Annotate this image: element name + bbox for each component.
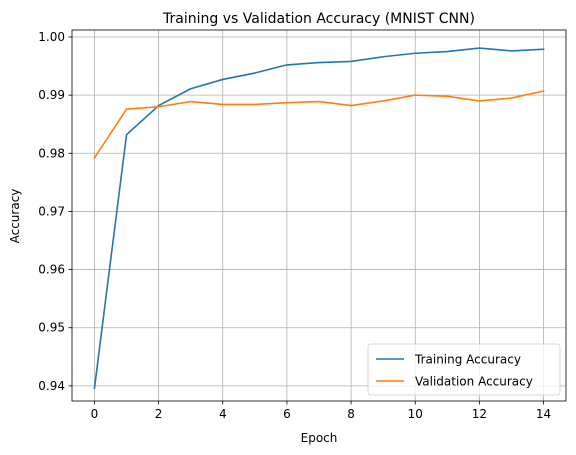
y-tick-label: 0.99 bbox=[38, 88, 65, 102]
y-tick-label: 0.94 bbox=[38, 379, 65, 393]
y-axis-label: Accuracy bbox=[8, 189, 22, 244]
x-axis-label: Epoch bbox=[301, 431, 338, 445]
x-tick-label: 12 bbox=[472, 407, 487, 421]
y-tick-label: 0.96 bbox=[38, 263, 65, 277]
series-line-validation bbox=[93, 90, 545, 160]
series-lines bbox=[93, 47, 545, 390]
x-tick-label: 14 bbox=[536, 407, 551, 421]
series-line-training bbox=[93, 47, 545, 390]
y-tick-label: 0.95 bbox=[38, 321, 65, 335]
x-tick-label: 8 bbox=[347, 407, 355, 421]
legend-label: Training Accuracy bbox=[414, 353, 521, 367]
grid bbox=[72, 30, 566, 401]
legend-box bbox=[367, 343, 561, 396]
chart-title: Training vs Validation Accuracy (MNIST C… bbox=[162, 11, 475, 27]
x-tick-label: 2 bbox=[155, 407, 163, 421]
x-tick-label: 6 bbox=[283, 407, 291, 421]
y-tick-label: 0.98 bbox=[38, 146, 65, 160]
x-tick-label: 10 bbox=[408, 407, 423, 421]
plot-frame bbox=[71, 29, 567, 402]
x-tick-label: 4 bbox=[219, 407, 227, 421]
y-tick-label: 1.00 bbox=[38, 30, 65, 44]
x-tick-label: 0 bbox=[91, 407, 99, 421]
legend: Training Accuracy Validation Accuracy bbox=[367, 343, 561, 396]
legend-label: Validation Accuracy bbox=[415, 375, 533, 389]
y-tick-label: 0.97 bbox=[38, 204, 65, 218]
axis-ticks: 0 2 4 6 8 10 12 14 0.94 0.95 0.96 0.97 0.98 0.99 1.00 bbox=[38, 30, 551, 421]
